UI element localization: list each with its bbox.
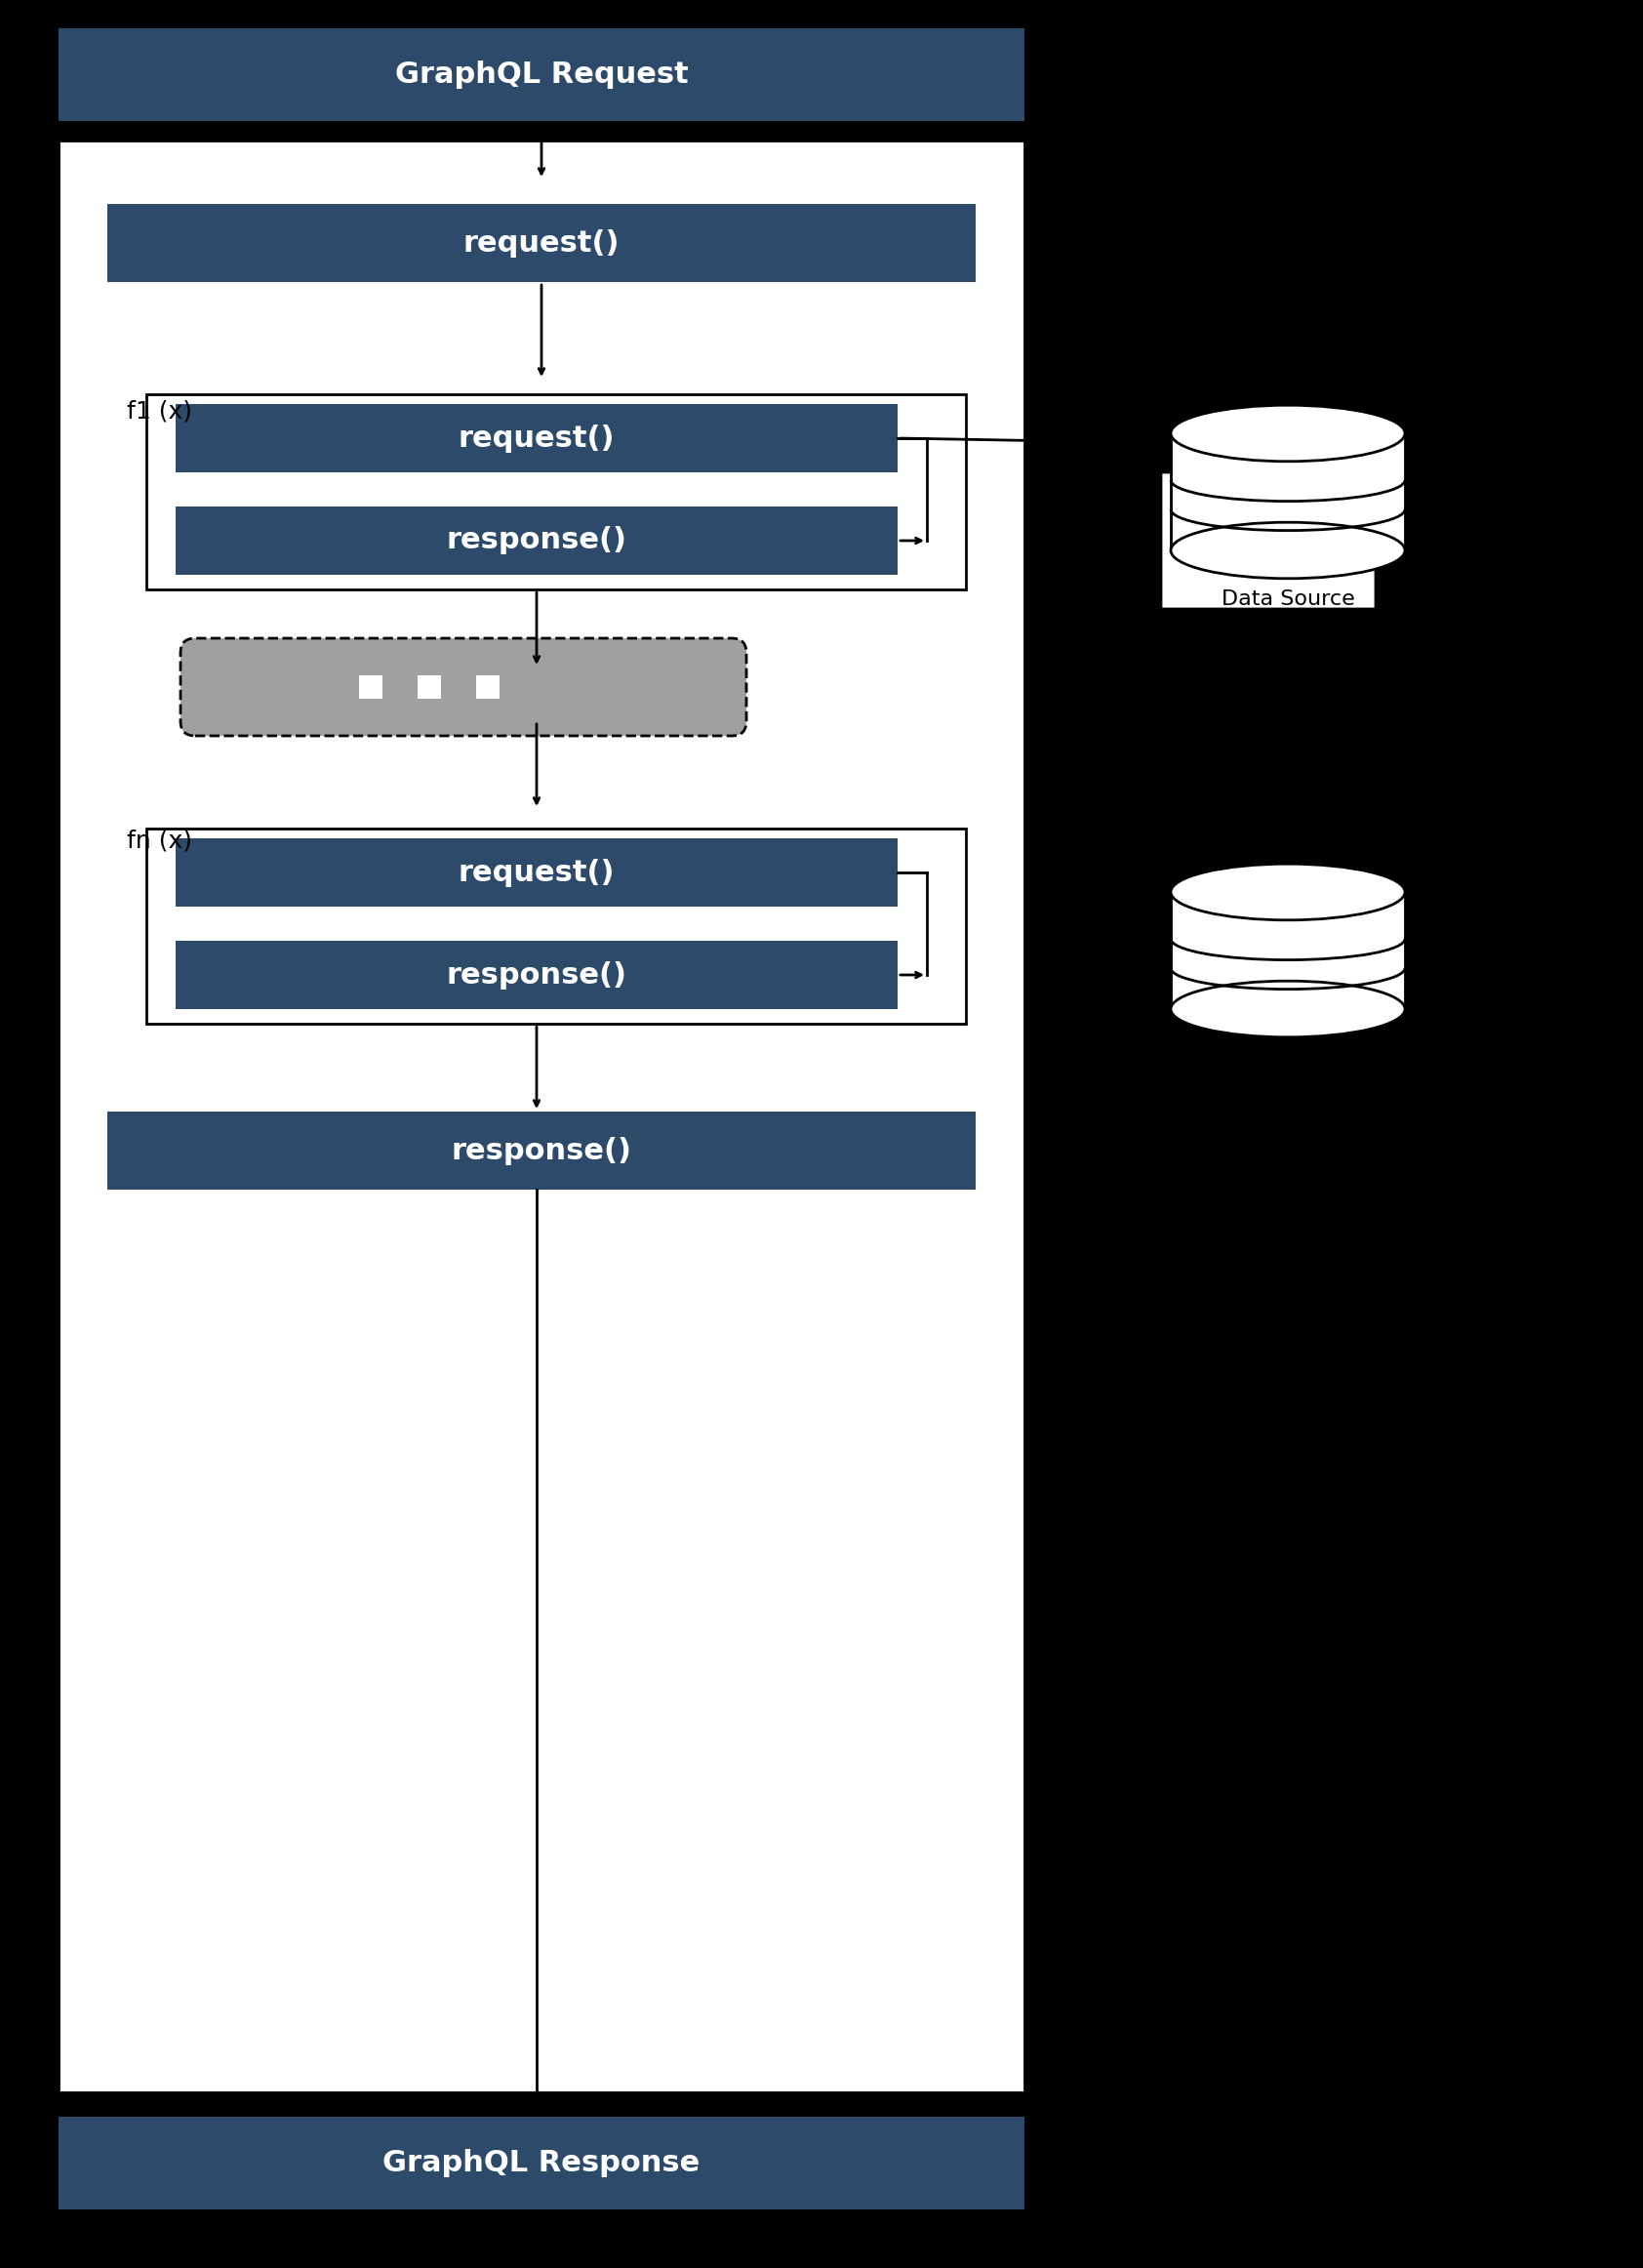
Text: fn (x): fn (x) [127, 828, 192, 853]
Bar [107, 204, 976, 281]
Bar [176, 404, 897, 472]
FancyBboxPatch shape [181, 637, 746, 735]
Bar [146, 828, 966, 1023]
Bar [417, 676, 440, 699]
Text: f1 (x): f1 (x) [127, 399, 192, 422]
Text: response(): response() [452, 1136, 633, 1166]
Bar [176, 506, 897, 574]
FancyBboxPatch shape [1162, 472, 1375, 610]
Text: request(): request() [463, 229, 619, 256]
Bar [59, 27, 1025, 120]
Text: GraphQL Request: GraphQL Request [394, 61, 688, 88]
Bar [107, 1111, 976, 1191]
Text: request(): request() [458, 857, 614, 887]
Bar [1171, 891, 1405, 1009]
Bar [176, 839, 897, 907]
Bar [476, 676, 499, 699]
Bar [146, 395, 966, 590]
Bar [176, 941, 897, 1009]
Text: Data Source: Data Source [1221, 1048, 1354, 1068]
Bar [59, 2116, 1025, 2209]
Bar [59, 141, 1025, 2093]
Text: request(): request() [458, 424, 614, 451]
Text: Data Source: Data Source [1221, 590, 1354, 610]
Ellipse shape [1171, 522, 1405, 578]
Text: GraphQL Response: GraphQL Response [383, 2150, 700, 2177]
Text: response(): response() [447, 526, 628, 556]
Bar [360, 676, 383, 699]
Ellipse shape [1171, 982, 1405, 1036]
Bar [1171, 433, 1405, 551]
Ellipse shape [1171, 864, 1405, 921]
Text: response(): response() [447, 962, 628, 989]
Ellipse shape [1171, 406, 1405, 460]
